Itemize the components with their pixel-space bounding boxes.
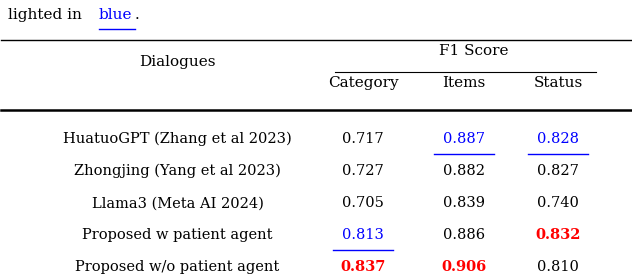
Text: HuatuoGPT (Zhang et al 2023): HuatuoGPT (Zhang et al 2023): [63, 132, 292, 146]
Text: .: .: [135, 8, 140, 22]
Text: 0.705: 0.705: [343, 196, 384, 210]
Text: blue: blue: [99, 8, 133, 22]
Text: Zhongjing (Yang et al 2023): Zhongjing (Yang et al 2023): [74, 164, 281, 178]
Text: 0.810: 0.810: [537, 260, 579, 274]
Text: Proposed w patient agent: Proposed w patient agent: [82, 228, 273, 242]
Text: Status: Status: [533, 76, 583, 90]
Text: Dialogues: Dialogues: [139, 55, 216, 68]
Text: 0.727: 0.727: [343, 164, 384, 178]
Text: 0.887: 0.887: [443, 132, 485, 146]
Text: 0.827: 0.827: [537, 164, 579, 178]
Text: F1 Score: F1 Score: [439, 44, 508, 58]
Text: lighted in: lighted in: [8, 8, 87, 22]
Text: Llama3 (Meta AI 2024): Llama3 (Meta AI 2024): [92, 196, 264, 210]
Text: 0.832: 0.832: [535, 228, 581, 242]
Text: 0.882: 0.882: [443, 164, 485, 178]
Text: 0.828: 0.828: [537, 132, 580, 146]
Text: Items: Items: [442, 76, 485, 90]
Text: 0.837: 0.837: [341, 260, 386, 274]
Text: 0.886: 0.886: [443, 228, 485, 242]
Text: 0.740: 0.740: [537, 196, 579, 210]
Text: Category: Category: [328, 76, 399, 90]
Text: 0.813: 0.813: [343, 228, 384, 242]
Text: 0.717: 0.717: [343, 132, 384, 146]
Text: 0.906: 0.906: [441, 260, 487, 274]
Text: 0.839: 0.839: [443, 196, 485, 210]
Text: Proposed w/o patient agent: Proposed w/o patient agent: [75, 260, 280, 274]
